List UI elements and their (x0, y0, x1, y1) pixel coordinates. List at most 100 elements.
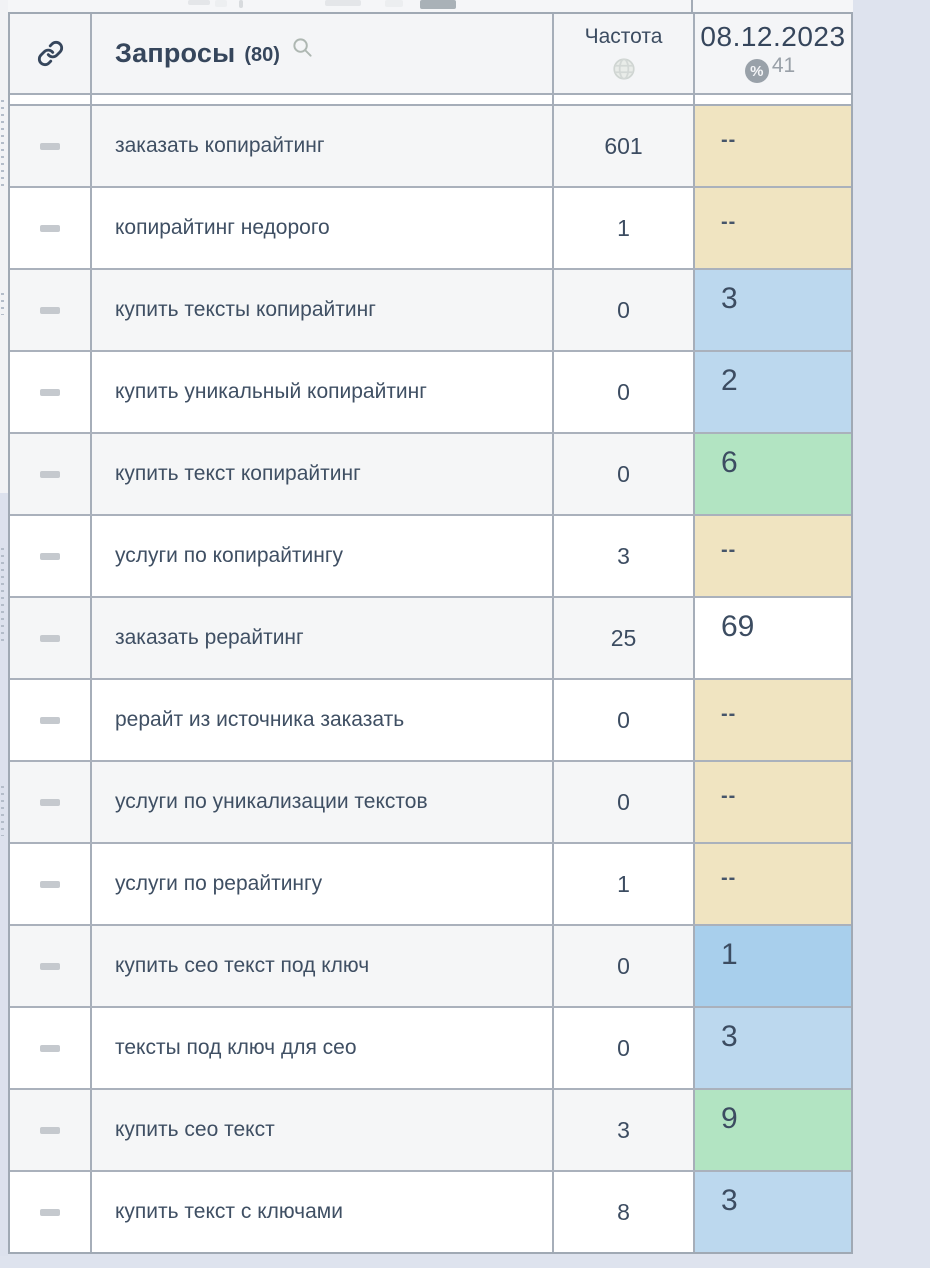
position-cell: 3 (695, 1172, 851, 1252)
table-row: купить уникальный копирайтинг 0 2 (10, 352, 851, 434)
toolbar-strip-cropped[interactable] (8, 0, 853, 12)
position-cell: 6 (695, 434, 851, 514)
frequency-cell: 0 (554, 680, 695, 760)
query-cell[interactable]: купить текст копирайтинг (92, 434, 554, 514)
position-cell: 2 (695, 352, 851, 432)
query-cell[interactable]: услуги по уникализации текстов (92, 762, 554, 842)
queries-count: (80) (244, 43, 280, 66)
row-select-handle[interactable] (10, 598, 92, 678)
query-cell[interactable]: купить тексты копирайтинг (92, 270, 554, 350)
row-select-handle[interactable] (10, 762, 92, 842)
toolbar-icon-stub[interactable] (420, 0, 456, 9)
percent-badge-icon: % (744, 59, 769, 83)
minus-icon (40, 552, 60, 560)
table-header-row: Запросы (80) Частота (10, 14, 851, 95)
frequency-cell: 1 (554, 844, 695, 924)
query-cell[interactable]: услуги по копирайтингу (92, 516, 554, 596)
toolbar-icon-stub[interactable] (215, 0, 227, 7)
visibility-summary: % 41 (744, 54, 796, 83)
spacer-cell (92, 95, 554, 104)
edge-tick-marks (1, 786, 4, 836)
frequency-cell: 0 (554, 762, 695, 842)
query-cell[interactable]: купить текст с ключами (92, 1172, 554, 1252)
table-row: услуги по копирайтингу 3 -- (10, 516, 851, 598)
header-frequency-column[interactable]: Частота (554, 14, 695, 93)
minus-icon (40, 1126, 60, 1134)
row-select-handle[interactable] (10, 926, 92, 1006)
table-row: заказать копирайтинг 601 -- (10, 106, 851, 188)
edge-tick-marks (1, 100, 4, 188)
position-cell: -- (695, 188, 851, 268)
query-cell[interactable]: купить сео текст (92, 1090, 554, 1170)
header-link-column[interactable] (10, 14, 92, 93)
position-cell: 69 (695, 598, 851, 678)
minus-icon (40, 798, 60, 806)
row-select-handle[interactable] (10, 1172, 92, 1252)
table-row: купить тексты копирайтинг 0 3 (10, 270, 851, 352)
table-row: заказать рерайтинг 25 69 (10, 598, 851, 680)
frequency-cell: 0 (554, 434, 695, 514)
frequency-cell: 601 (554, 106, 695, 186)
row-select-handle[interactable] (10, 680, 92, 760)
minus-icon (40, 388, 60, 396)
frequency-cell: 0 (554, 1008, 695, 1088)
table-row: услуги по уникализации текстов 0 -- (10, 762, 851, 844)
row-select-handle[interactable] (10, 1008, 92, 1088)
spacer-row (10, 95, 851, 106)
header-date-column[interactable]: 08.12.2023 % 41 (695, 14, 851, 93)
query-cell[interactable]: заказать копирайтинг (92, 106, 554, 186)
edge-tick-marks (1, 293, 4, 315)
row-select-handle[interactable] (10, 188, 92, 268)
row-select-handle[interactable] (10, 352, 92, 432)
query-cell[interactable]: заказать рерайтинг (92, 598, 554, 678)
minus-icon (40, 1208, 60, 1216)
frequency-cell: 3 (554, 516, 695, 596)
keywords-table: Запросы (80) Частота (8, 12, 853, 1254)
frequency-cell: 1 (554, 188, 695, 268)
globe-icon (611, 56, 637, 87)
position-cell: 3 (695, 270, 851, 350)
edge-tick-marks (1, 548, 4, 643)
frequency-cell: 3 (554, 1090, 695, 1170)
query-cell[interactable]: тексты под ключ для сео (92, 1008, 554, 1088)
toolbar-icon-stub[interactable] (239, 0, 243, 8)
visibility-value: 41 (771, 54, 796, 77)
position-cell: 9 (695, 1090, 851, 1170)
query-cell[interactable]: купить уникальный копирайтинг (92, 352, 554, 432)
toolbar-icon-stub[interactable] (385, 0, 403, 7)
row-select-handle[interactable] (10, 516, 92, 596)
frequency-cell: 0 (554, 926, 695, 1006)
minus-icon (40, 1044, 60, 1052)
minus-icon (40, 634, 60, 642)
row-select-handle[interactable] (10, 1090, 92, 1170)
search-icon[interactable] (291, 36, 314, 64)
position-cell: -- (695, 762, 851, 842)
queries-title: Запросы (115, 38, 236, 68)
spacer-cell (554, 95, 695, 104)
header-queries-column[interactable]: Запросы (80) (92, 14, 554, 93)
position-cell: -- (695, 680, 851, 760)
minus-icon (40, 470, 60, 478)
row-select-handle[interactable] (10, 844, 92, 924)
query-cell[interactable]: услуги по рерайтингу (92, 844, 554, 924)
query-cell[interactable]: купить сео текст под ключ (92, 926, 554, 1006)
row-select-handle[interactable] (10, 434, 92, 514)
frequency-cell: 25 (554, 598, 695, 678)
minus-icon (40, 880, 60, 888)
row-select-handle[interactable] (10, 270, 92, 350)
frequency-title: Частота (584, 25, 663, 48)
row-select-handle[interactable] (10, 106, 92, 186)
table-row: купить текст копирайтинг 0 6 (10, 434, 851, 516)
toolbar-icon-stub[interactable] (325, 0, 361, 6)
frequency-cell: 8 (554, 1172, 695, 1252)
table-row: купить сео текст 3 9 (10, 1090, 851, 1172)
left-panel-edge-top (0, 0, 8, 493)
toolbar-icon-stub[interactable] (188, 0, 210, 5)
position-cell: 1 (695, 926, 851, 1006)
frequency-cell: 0 (554, 270, 695, 350)
spacer-cell (10, 95, 92, 104)
table-row: копирайтинг недорого 1 -- (10, 188, 851, 270)
query-cell[interactable]: рерайт из источника заказать (92, 680, 554, 760)
query-cell[interactable]: копирайтинг недорого (92, 188, 554, 268)
